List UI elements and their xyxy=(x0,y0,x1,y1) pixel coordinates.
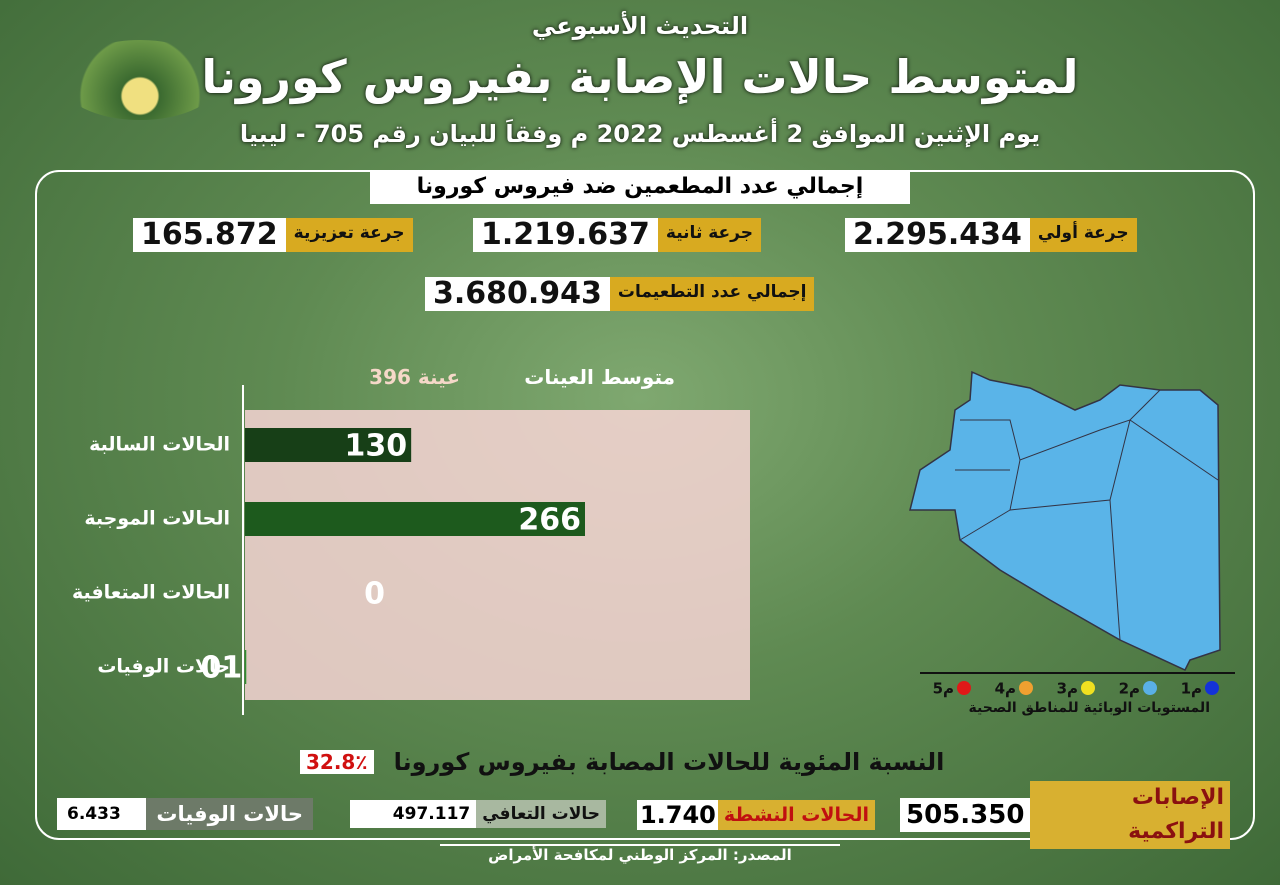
legend-label: م2 xyxy=(1119,680,1140,698)
stat-label: الحالات النشطة xyxy=(717,800,875,830)
map-borders xyxy=(955,389,1219,641)
stat-value: 497.117 xyxy=(392,804,471,824)
legend-dot xyxy=(1143,681,1157,695)
logo xyxy=(60,40,220,120)
legend-title: المستويات الوبائية للمناطق الصحية xyxy=(969,700,1210,716)
category-label: حالات الوفيات xyxy=(97,656,230,678)
value-label: 130 xyxy=(345,429,408,464)
vaccination-title: إجمالي عدد المطعمين ضد فيروس كورونا xyxy=(370,170,910,204)
dose-1: جرعة أولي 2.295.434 xyxy=(845,218,1137,252)
dose-label: جرعة ثانية xyxy=(657,218,761,252)
stat-value: 6.433 xyxy=(67,804,121,824)
dose-3: جرعة تعزيزية 165.872 xyxy=(133,218,413,252)
percentage-value: 32.8٪ xyxy=(300,750,374,774)
dose-value: 1.219.637 xyxy=(473,218,658,252)
percentage-label: النسبة المئوية للحالات المصابة بفيروس كو… xyxy=(393,748,945,776)
chart-title: متوسط العينات xyxy=(524,365,675,389)
legend-label: م1 xyxy=(1181,680,1202,698)
percentage: النسبة المئوية للحالات المصابة بفيروس كو… xyxy=(300,748,944,776)
stat-label: حالات الوفيات xyxy=(146,798,313,830)
source: المصدر: المركز الوطني لمكافحة الأمراض xyxy=(440,844,840,868)
stat-label: حالات التعافي xyxy=(476,800,606,828)
category-label: الحالات المتعافية xyxy=(72,582,230,604)
legend-label: م3 xyxy=(1057,680,1078,698)
stat-cumulative: الإصابات التراكمية 505.350 xyxy=(900,781,1230,849)
chart-subtitle: 396 عينة xyxy=(369,365,460,389)
value-label: 0 xyxy=(364,577,385,612)
category-label: الحالات الموجبة xyxy=(84,508,230,530)
category-label: الحالات السالبة xyxy=(89,434,230,456)
legend-label: م5 xyxy=(933,680,954,698)
legend-dot xyxy=(1205,681,1219,695)
total-vaccinations: إجمالي عدد التطعيمات 3.680.943 xyxy=(425,277,815,311)
dose-label: جرعة أولي xyxy=(1029,218,1137,252)
stat-value: 505.350 xyxy=(906,800,1025,830)
libya-map xyxy=(909,370,1221,671)
legend-dot xyxy=(1081,681,1095,695)
stat-label: الإصابات التراكمية xyxy=(1030,781,1230,849)
total-value: 3.680.943 xyxy=(425,277,610,311)
subtitle: يوم الإثنين الموافق 2 أغسطس 2022 م وفقاَ… xyxy=(239,120,1041,148)
dose-label: جرعة تعزيزية xyxy=(285,218,413,252)
stat-recovered: حالات التعافي 497.117 xyxy=(350,800,606,828)
kicker: التحديث الأسبوعي xyxy=(531,12,749,40)
bar xyxy=(245,502,585,536)
stat-deaths: حالات الوفيات 6.433 xyxy=(57,798,313,830)
bar xyxy=(245,650,247,684)
legend-dot xyxy=(1019,681,1033,695)
title: لمتوسط حالات الإصابة بفيروس كورونا xyxy=(201,50,1079,104)
dose-value: 165.872 xyxy=(133,218,286,252)
legend-label: م4 xyxy=(995,680,1016,698)
map: المستويات الوبائية للمناطق الصحية م1 م2 م3… xyxy=(909,370,1235,716)
total-label: إجمالي عدد التطعيمات xyxy=(609,277,815,311)
dose-2: جرعة ثانية 1.219.637 xyxy=(473,218,761,252)
bar-chart: متوسط العينات 396 عينة الحالات السالبة 13… xyxy=(72,365,750,715)
value-label: 266 xyxy=(518,503,581,538)
bar xyxy=(245,428,412,462)
legend-dot xyxy=(957,681,971,695)
stat-value: 1.740 xyxy=(639,801,716,829)
value-label: 01 xyxy=(201,651,243,686)
dose-value: 2.295.434 xyxy=(845,218,1030,252)
stat-active: الحالات النشطة 1.740 xyxy=(637,800,875,830)
